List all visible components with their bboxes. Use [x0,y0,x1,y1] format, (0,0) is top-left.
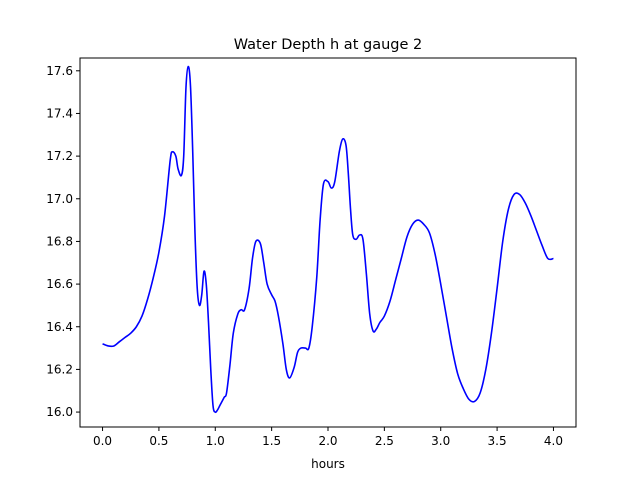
chart-title: Water Depth h at gauge 2 [234,37,422,53]
y-tick-label: 16.6 [46,277,73,291]
y-tick-label: 16.8 [46,234,73,248]
y-axis-ticks: 16.0 16.2 16.4 16.6 16.8 17.0 17.2 17.4 17.6 [46,64,80,419]
y-tick-label: 17.0 [46,192,73,206]
x-tick-label: 0.5 [149,434,168,448]
x-tick-label: 1.0 [206,434,225,448]
x-axis-label: hours [311,457,345,471]
x-tick-label: 1.5 [262,434,281,448]
x-tick-label: 3.5 [488,434,507,448]
plot-area [102,65,554,414]
y-tick-label: 16.2 [46,362,73,376]
x-tick-label: 4.0 [544,434,563,448]
y-tick-label: 17.6 [46,64,73,78]
axes-frame [79,57,577,428]
y-tick-label: 17.2 [46,149,73,163]
series-line [102,65,554,414]
y-tick-label: 16.4 [46,320,73,334]
x-tick-label: 2.5 [375,434,394,448]
x-axis-ticks: 0.0 0.5 1.0 1.5 2.0 2.5 3.0 3.5 4.0 [93,427,563,448]
x-tick-label: 0.0 [93,434,112,448]
y-tick-label: 16.0 [46,405,73,419]
y-tick-label: 17.4 [46,106,73,120]
x-tick-label: 2.0 [318,434,337,448]
x-tick-label: 3.0 [431,434,450,448]
